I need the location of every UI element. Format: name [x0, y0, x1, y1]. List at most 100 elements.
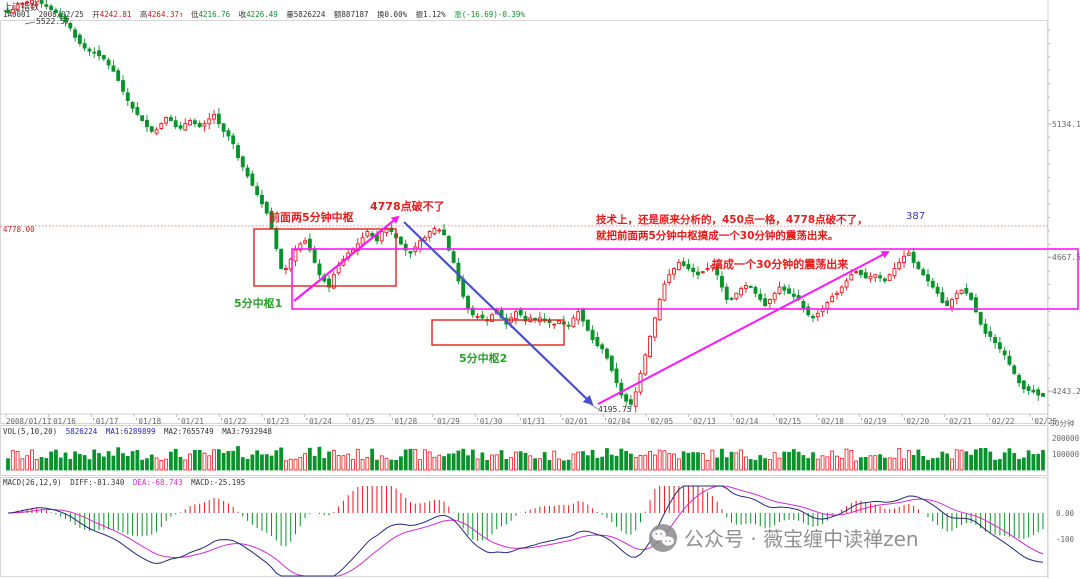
- volume-bar: [221, 452, 226, 471]
- date-label: '01/31: [518, 417, 545, 426]
- oscillation-box: [291, 248, 1079, 310]
- watermark-text: 公众号 · 薇宝缠中读禅zen: [684, 527, 919, 551]
- candle-body: [202, 123, 207, 127]
- volume-bar: [729, 451, 734, 471]
- volume-bar: [974, 449, 978, 471]
- volume-bar: [399, 456, 403, 471]
- candle-body: [197, 123, 202, 128]
- volume-bar: [140, 459, 145, 471]
- volume-bars: [6, 446, 1045, 471]
- candle-body: [451, 251, 456, 263]
- candle-body: [25, 1, 30, 4]
- volume-bar: [451, 453, 456, 471]
- volume-bar: [686, 452, 691, 471]
- price-label-4667: 4667.5: [1052, 253, 1080, 262]
- date-label: '02/25: [1030, 417, 1057, 426]
- volume-bar: [585, 455, 590, 471]
- candle-body: [930, 280, 935, 288]
- volume-bar: [87, 459, 92, 471]
- candle-body: [379, 231, 384, 242]
- candle-body: [628, 399, 633, 405]
- candle-body: [1026, 386, 1031, 391]
- candle-body: [614, 368, 619, 384]
- volume-bar: [830, 450, 835, 471]
- candle-body: [964, 288, 969, 294]
- candle-body: [858, 269, 863, 276]
- candle-body: [978, 311, 983, 325]
- volume-bar: [950, 458, 954, 471]
- volume-bar: [145, 458, 149, 471]
- macd-axis-minus100: -100: [1056, 535, 1075, 544]
- volume-bar: [1017, 458, 1021, 471]
- candle-body: [581, 309, 585, 322]
- macd-macd-label: MACD:: [191, 478, 214, 487]
- annot-make-30min: 搞成一个30分钟的震荡出来: [712, 257, 849, 271]
- high-price-leader: [24, 21, 36, 25]
- volume-bar: [902, 458, 906, 471]
- candle-body: [811, 315, 815, 319]
- date-label: '01/24: [305, 417, 333, 426]
- volume-bar: [710, 449, 715, 471]
- volume-bar: [926, 459, 930, 471]
- volume-bar: [566, 459, 571, 471]
- candle-body: [125, 92, 130, 101]
- volume-bar: [629, 453, 633, 471]
- volume-bar: [993, 459, 997, 471]
- candle-body: [111, 65, 116, 72]
- candle-body: [240, 156, 245, 168]
- volume-bar: [461, 448, 466, 471]
- macd-macd: -25.195: [214, 478, 246, 487]
- candle-body: [1036, 389, 1041, 396]
- candle-body: [6, 10, 10, 14]
- volume-bar: [408, 448, 413, 471]
- candle-body: [101, 55, 106, 60]
- volume-bar: [600, 456, 605, 471]
- candle-body: [77, 34, 82, 44]
- volume-bar: [724, 457, 729, 471]
- volume-bar: [82, 455, 87, 471]
- date-unit-label: 30分钟: [1050, 418, 1075, 428]
- quote-vol-label: 量: [286, 10, 294, 19]
- quote-turnover: 0.00%: [385, 10, 408, 19]
- macd-title: MACD(26,12,9): [3, 478, 62, 487]
- price-label-4243: 4243.2: [1052, 387, 1080, 396]
- volume-bar: [657, 449, 662, 471]
- volume-bar: [739, 449, 744, 471]
- candle-body: [686, 264, 691, 270]
- volume-bar: [945, 453, 950, 471]
- volume-bar: [859, 457, 863, 471]
- volume-bar: [49, 451, 54, 471]
- candle-body: [997, 342, 1002, 350]
- volume-bar: [216, 449, 221, 471]
- candle-body: [705, 268, 710, 271]
- volume-bar: [791, 449, 796, 471]
- volume-bar: [605, 448, 609, 471]
- volume-bar: [1031, 454, 1036, 471]
- candle-body: [130, 102, 135, 109]
- candle-body: [863, 272, 868, 279]
- volume-bar: [274, 450, 279, 471]
- volume-bar: [863, 456, 868, 471]
- vol-ma3: 7932948: [240, 427, 272, 436]
- volume-bar: [681, 451, 686, 471]
- candle-body: [245, 167, 250, 177]
- candle-body: [854, 271, 859, 274]
- candle-body: [293, 249, 298, 262]
- candle-body: [1041, 393, 1045, 397]
- date-label: '01/28: [390, 417, 418, 426]
- candle-body: [446, 235, 451, 251]
- candle-body: [945, 300, 950, 307]
- candle-body: [825, 302, 830, 309]
- candle-body: [398, 236, 403, 245]
- volume-bar: [796, 451, 801, 471]
- volume-bar: [873, 455, 878, 471]
- candle-body: [255, 186, 260, 195]
- candle-body: [777, 286, 782, 294]
- volume-bar: [892, 457, 897, 471]
- volume-bar: [485, 459, 490, 471]
- volume-bar: [509, 457, 514, 471]
- quote-high-label: 高: [140, 9, 148, 19]
- candle-body: [154, 129, 159, 134]
- volume-bar: [983, 447, 988, 471]
- volume-bar: [839, 457, 844, 471]
